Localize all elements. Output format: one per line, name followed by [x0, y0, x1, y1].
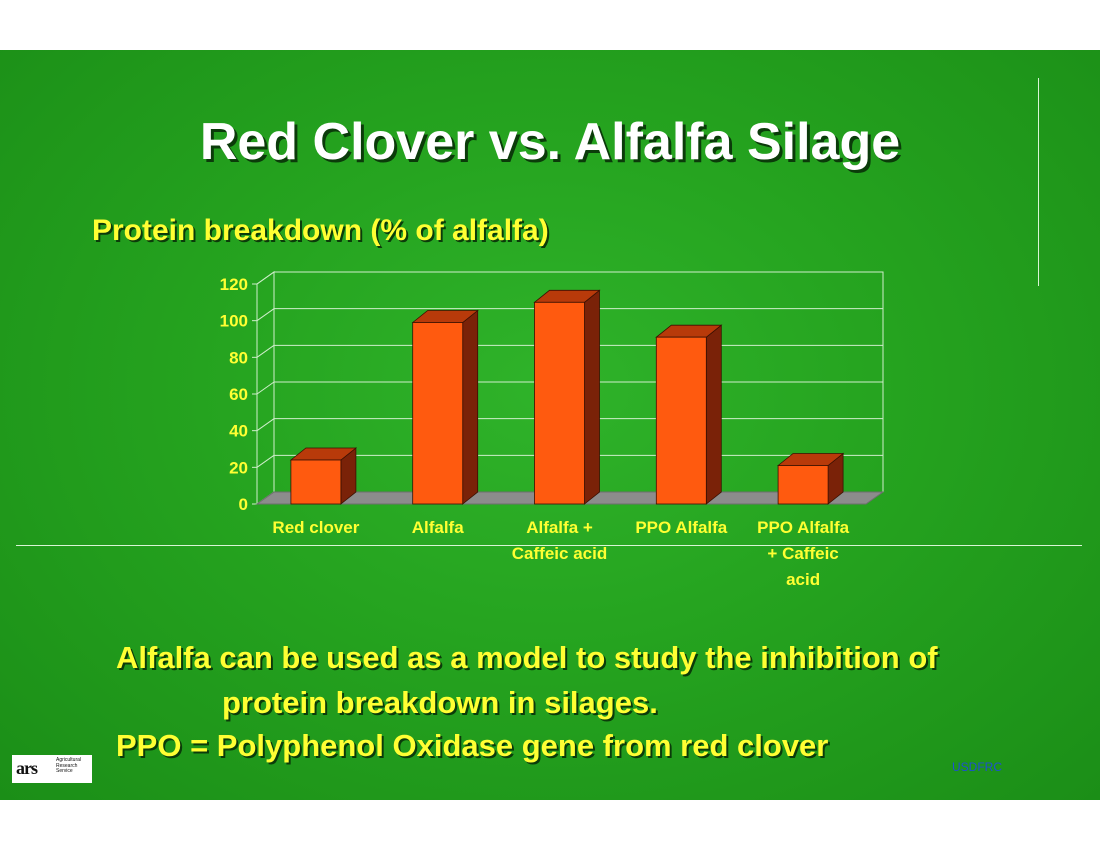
y-tick-label: 60 — [229, 385, 248, 404]
x-category-label: Alfalfa — [412, 518, 465, 537]
gridline-depth — [256, 271, 275, 285]
logo-line: Service — [56, 768, 73, 774]
slide: Red Clover vs. Alfalfa Silage Protein br… — [0, 50, 1100, 800]
gridline-depth — [256, 381, 275, 395]
y-tick-label: 100 — [220, 312, 248, 331]
bar — [412, 322, 464, 505]
gridline-depth — [256, 308, 275, 322]
footer-org-label: USDFRC — [952, 760, 1002, 774]
bullet-text-line-1: Alfalfa can be used as a model to study … — [116, 640, 938, 675]
y-tick-label: 0 — [239, 495, 248, 514]
x-category-label: PPO Alfalfa — [635, 518, 727, 537]
x-category-label: Red clover — [272, 518, 359, 537]
bar-side — [584, 289, 600, 505]
x-category-label: PPO Alfalfa + Caffeic acid — [757, 518, 849, 589]
gridline-depth — [256, 344, 275, 358]
logo-mark: ars — [16, 758, 38, 778]
chart-title: Protein breakdown (% of alfalfa) — [92, 214, 549, 247]
bar — [290, 459, 342, 505]
gridline-depth — [256, 454, 275, 468]
horizontal-divider — [16, 545, 1082, 546]
x-category-label: Alfalfa + Caffeic acid — [512, 518, 607, 563]
slide-title: Red Clover vs. Alfalfa Silage — [199, 113, 901, 171]
vertical-divider — [1038, 78, 1039, 286]
logo-line: Research — [56, 762, 78, 769]
bar-side — [462, 309, 479, 505]
y-tick-label: 80 — [229, 348, 248, 367]
ars-logo: ars Agricultural Research Service — [12, 755, 92, 783]
bullet-text-line-2: protein breakdown in silages. — [222, 685, 658, 720]
y-tick-label: 40 — [229, 422, 248, 441]
logo-line: Agricultural — [56, 757, 82, 763]
y-tick-label: 20 — [229, 458, 248, 477]
gridline-depth — [256, 418, 275, 432]
bar — [534, 301, 585, 505]
bar-side — [705, 324, 722, 505]
bar-chart: 0 20 40 60 80 100 120 Red clover Alfalfa Alfalfa … — [220, 271, 885, 589]
bar — [777, 465, 829, 505]
logo-text: Agricultural Research Service — [56, 757, 90, 775]
y-tick-label: 120 — [220, 275, 248, 294]
bullet-text-ppo: PPO = Polyphenol Oxidase gene from red c… — [116, 728, 829, 763]
bar — [655, 336, 707, 505]
